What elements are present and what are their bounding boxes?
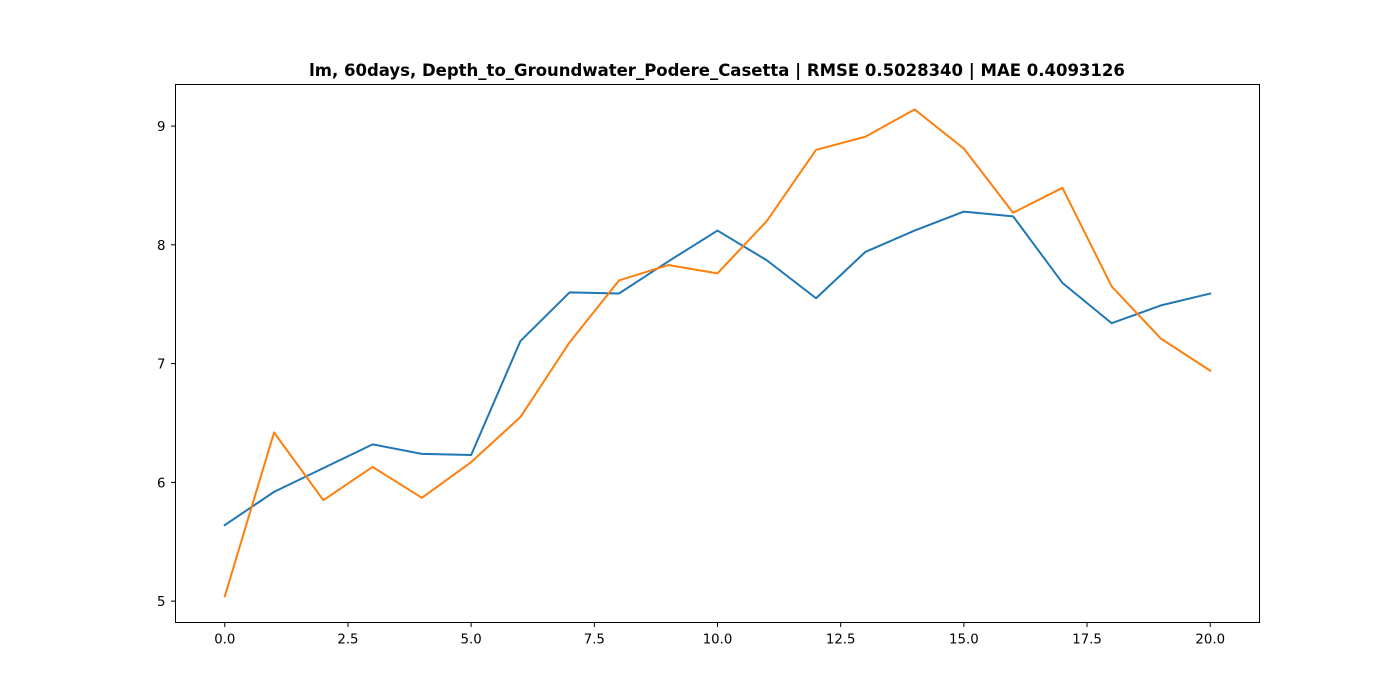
x-tick-label: 5.0: [461, 633, 482, 648]
x-tick-label: 15.0: [949, 633, 979, 648]
series-line-1: [223, 210, 1212, 527]
y-tick-label: 6: [157, 476, 165, 491]
y-tick-label: 9: [157, 120, 165, 135]
series-layer: [223, 108, 1212, 598]
x-tick-label: 0.0: [214, 633, 235, 648]
y-axis: 5 6 7 8 9: [157, 120, 176, 610]
x-tick-label: 2.5: [337, 633, 358, 648]
x-tick-label: 17.5: [1072, 633, 1102, 648]
chart-title: lm, 60days, Depth_to_Groundwater_Podere_…: [309, 61, 1125, 81]
x-axis: 0.0 2.5 5.0 7.5 10.0 12.5 15.0 17.5 20.0: [214, 622, 1225, 648]
x-tick-label: 7.5: [584, 633, 605, 648]
plot-area-frame: [175, 84, 1260, 623]
y-tick-label: 8: [157, 239, 165, 254]
x-tick-label: 12.5: [826, 633, 856, 648]
y-tick-label: 7: [157, 358, 165, 373]
x-tick-label: 10.0: [703, 633, 733, 648]
series-line-2: [223, 108, 1212, 598]
x-tick-label: 20.0: [1195, 633, 1225, 648]
y-tick-label: 5: [157, 595, 165, 610]
